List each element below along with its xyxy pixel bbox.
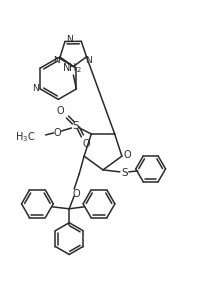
Text: O: O: [122, 150, 130, 160]
Text: S: S: [121, 168, 128, 178]
Text: O: O: [53, 128, 61, 138]
Text: N: N: [85, 56, 91, 65]
Text: O: O: [57, 106, 64, 116]
Text: H$_3$C: H$_3$C: [15, 130, 35, 144]
Text: S: S: [72, 121, 78, 131]
Text: N: N: [66, 35, 73, 44]
Text: N: N: [32, 84, 39, 93]
Text: N: N: [53, 56, 59, 65]
Text: NH$_2$: NH$_2$: [62, 61, 82, 75]
Text: O: O: [72, 189, 80, 199]
Text: O: O: [82, 139, 90, 149]
